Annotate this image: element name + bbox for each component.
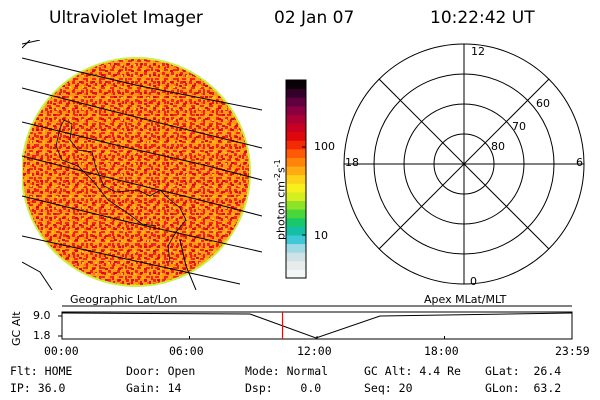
alt-xtick-label-4: 23:59	[555, 344, 590, 358]
alt-xtick-label-3: 18:00	[424, 344, 459, 358]
colorbar-segment	[286, 123, 306, 133]
alt-ytick-low-label: 1.8	[33, 329, 51, 342]
mlat-label-70: 70	[512, 120, 526, 133]
mlt-label-top: 12	[471, 45, 485, 58]
status-ip: IP: 36.0	[10, 381, 66, 395]
units-text: photon cm	[274, 181, 288, 240]
alt-ytick-high-label: 9.0	[33, 309, 51, 322]
status-door: Door: Open	[126, 364, 196, 378]
colorbar-segment	[286, 131, 306, 141]
image-time: 10:22:42 UT	[430, 8, 535, 28]
mlt-label-right: 6	[576, 156, 583, 169]
colorbar-segment	[286, 260, 306, 270]
units-mid: s	[274, 167, 288, 174]
colorbar-segment	[286, 140, 306, 150]
status-seq: Seq: 20	[364, 381, 413, 395]
altitude-curve	[61, 312, 573, 339]
colorbar-segment	[286, 114, 306, 124]
uv-image-panel	[22, 40, 262, 290]
mlat-label-60: 60	[536, 97, 550, 110]
colorbar-segment	[286, 200, 306, 210]
alt-plot-frame	[61, 311, 573, 340]
alt-xtick-label-0: 00:00	[44, 344, 79, 358]
alt-xtick-label-2: 12:00	[297, 344, 332, 358]
status-dsp: Dsp: 0.0	[245, 381, 322, 395]
mlt-line-diag-b	[378, 78, 550, 250]
uv-disk-noise	[23, 59, 249, 285]
colorbar-segment	[286, 148, 306, 158]
status-flt: Flt: HOME	[10, 364, 73, 378]
colorbar-segment	[286, 191, 306, 202]
colorbar-segment	[286, 88, 306, 98]
status-glat: GLat: 26.4	[485, 364, 562, 378]
colorbar-segment	[286, 217, 306, 227]
polar-grid	[343, 43, 585, 285]
mlat-label-80: 80	[491, 140, 505, 153]
colorbar-segment	[286, 97, 306, 107]
mlt-label-bottom: 0	[470, 275, 477, 288]
status-glon: GLon: 63.2	[485, 381, 562, 395]
colorbar-tick-10: 10	[314, 229, 328, 242]
coastline	[55, 119, 187, 263]
altitude-plot	[58, 305, 573, 340]
alt-ylabel: GC Alt	[10, 311, 23, 346]
alt-xtick-label-1: 06:00	[169, 344, 204, 358]
status-gc-alt: GC Alt: 4.4 Re	[364, 364, 461, 378]
colorbar-segment	[286, 157, 306, 167]
colorbar-segment	[286, 234, 306, 245]
colorbar-segment	[286, 105, 306, 115]
colorbar-tick-100: 100	[314, 140, 335, 153]
colorbar-frame	[285, 79, 307, 279]
instrument-title: Ultraviolet Imager	[49, 8, 203, 28]
colorbar-segment	[286, 209, 306, 219]
colorbar-segment	[286, 252, 306, 262]
colorbar-segment	[286, 174, 306, 184]
colorbar-segment	[286, 80, 306, 90]
colorbar-segment	[286, 269, 306, 279]
alt-xtick-marks	[61, 336, 445, 339]
image-date: 02 Jan 07	[274, 8, 355, 28]
units-exp1: -2	[273, 173, 282, 182]
right-panel-caption: Apex MLat/MLT	[424, 293, 507, 306]
colorbar-segment	[286, 226, 306, 236]
geo-grid-lines	[22, 40, 262, 290]
colorbar	[285, 79, 307, 279]
status-gain: Gain: 14	[126, 381, 182, 395]
colorbar-segment	[286, 166, 306, 176]
status-mode: Mode: Normal	[245, 364, 329, 378]
units-exp2: -1	[273, 159, 282, 168]
left-panel-caption: Geographic Lat/Lon	[70, 293, 178, 306]
colorbar-segment	[286, 243, 306, 253]
mlt-label-left: 18	[345, 156, 359, 169]
colorbar-units-label: photon cm-2s-1	[273, 159, 288, 240]
colorbar-segment	[286, 183, 306, 193]
